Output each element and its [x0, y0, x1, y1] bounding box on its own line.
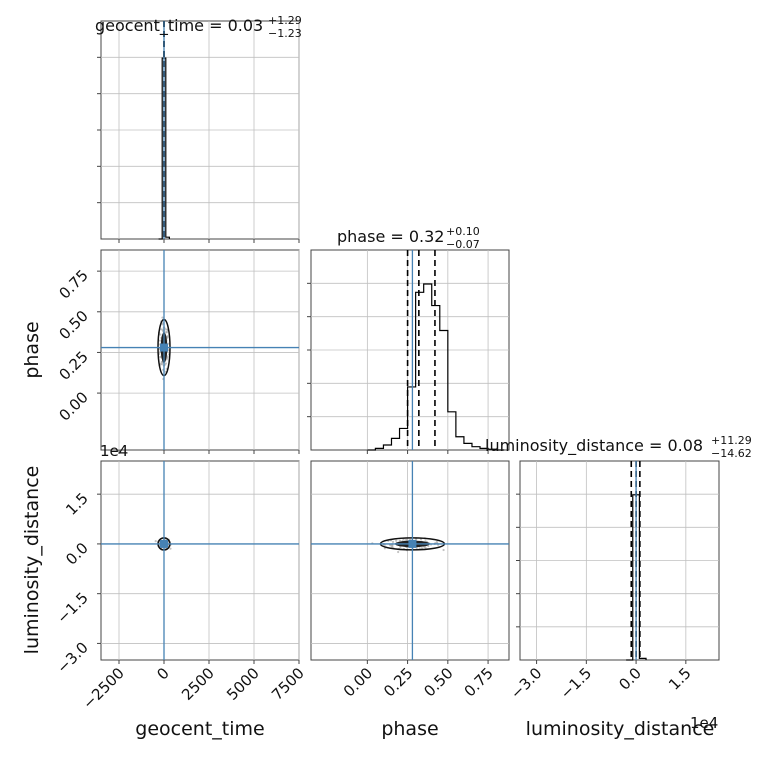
- sample-point: [391, 540, 395, 544]
- panel-frame: [100, 249, 300, 451]
- sample-point: [159, 333, 162, 336]
- y-tick-label: 0.00: [55, 388, 91, 424]
- sample-point: [154, 540, 157, 543]
- y-tick-label: 1.5: [62, 489, 92, 519]
- sample-point: [389, 544, 392, 547]
- y-tick-label: 0.25: [55, 348, 91, 384]
- title-luminosity-distance: luminosity_distance = 0.08: [485, 436, 703, 456]
- sample-point: [161, 328, 164, 331]
- panel-luminosity_distance-vs-phase: 0.00 0.25 0.50 0.75: [310, 460, 510, 700]
- x-tick-label: 0.00: [340, 664, 376, 700]
- x-tick-label: 0.0: [615, 664, 645, 694]
- panel-frame: [310, 460, 510, 661]
- xlabel-phase: phase: [381, 718, 438, 740]
- y-tick-label: −3.0: [53, 639, 91, 677]
- y-tick-label: 0.50: [55, 307, 91, 343]
- sample-point: [420, 547, 424, 550]
- ylabel-luminosity-distance: luminosity_distance: [21, 466, 43, 655]
- sample-point: [398, 539, 402, 542]
- sample-point: [164, 363, 167, 366]
- y-tick-label: 0.0: [62, 539, 92, 569]
- title-luminosity-distance-minus: −14.62: [711, 447, 752, 460]
- offset-text-y-luminosity-distance: 1e4: [100, 442, 128, 460]
- sample-point: [166, 335, 169, 338]
- sample-point: [397, 550, 400, 554]
- y-tick-label: −1.5: [53, 589, 91, 627]
- title-luminosity-distance-plus: +11.29: [711, 434, 752, 447]
- x-tick-label: −3.0: [507, 664, 545, 702]
- panel-luminosity_distance-vs-geocent_time: −3.0 −1.5 0.0 1.5 −2500 0 2500 5000 7500: [53, 460, 308, 713]
- xlabel-geocent-time: geocent_time: [135, 718, 264, 740]
- x-tick-label: −1.5: [557, 664, 595, 702]
- x-tick-label: 7500: [268, 664, 308, 704]
- x-tick-label: 0.75: [461, 664, 497, 700]
- xlabel-luminosity-distance: luminosity_distance: [526, 718, 715, 740]
- sample-point: [161, 323, 164, 326]
- sample-point: [164, 331, 168, 334]
- sample-point: [418, 547, 421, 550]
- title-geocent-time: geocent_time = 0.03: [95, 16, 263, 36]
- sample-point: [442, 548, 445, 552]
- panel-luminosity_distance-vs-luminosity_distance: −3.0 −1.5 0.0 1.5: [507, 460, 720, 703]
- sample-point: [164, 328, 167, 331]
- histogram-geocent_time: [158, 57, 170, 240]
- sample-point: [424, 546, 427, 549]
- panels: 0.000.250.500.75−3.0−1.50.01.5−2500 0 2500…: [53, 20, 720, 713]
- x-tick-label: −2500: [79, 664, 128, 713]
- sample-point: [390, 545, 394, 548]
- x-tick-label: 1.5: [665, 664, 695, 694]
- sample-point: [161, 316, 164, 319]
- title-phase-minus: −0.07: [446, 238, 480, 251]
- truth-marker: [408, 539, 417, 548]
- sample-point: [169, 547, 172, 550]
- x-tick-label: 2500: [178, 664, 218, 704]
- truth-marker: [160, 539, 168, 548]
- sample-point: [395, 539, 398, 542]
- x-tick-label: 5000: [223, 664, 263, 704]
- y-tick-label: 0.75: [55, 266, 91, 302]
- title-geocent-time-minus: −1.23: [268, 27, 302, 40]
- x-tick-label: 0.25: [380, 664, 416, 700]
- ylabel-phase: phase: [21, 321, 43, 378]
- title-geocent-time-plus: +1.29: [268, 14, 302, 27]
- panel-phase-vs-geocent_time: 0.00 0.25 0.50 0.75: [55, 249, 300, 454]
- x-tick-label: 0: [153, 664, 172, 683]
- histogram-phase: [367, 283, 505, 451]
- x-tick-label: 0.50: [420, 664, 456, 700]
- truth-marker: [160, 343, 168, 352]
- panel-frame: [100, 460, 300, 661]
- title-phase: phase = 0.32: [337, 227, 444, 246]
- sample-point: [158, 339, 162, 342]
- panel-phase-vs-phase: [307, 249, 510, 454]
- offset-text-x-luminosity-distance: 1e4: [690, 714, 718, 732]
- title-phase-plus: +0.10: [446, 225, 480, 238]
- panel-geocent_time-vs-geocent_time: [97, 20, 300, 243]
